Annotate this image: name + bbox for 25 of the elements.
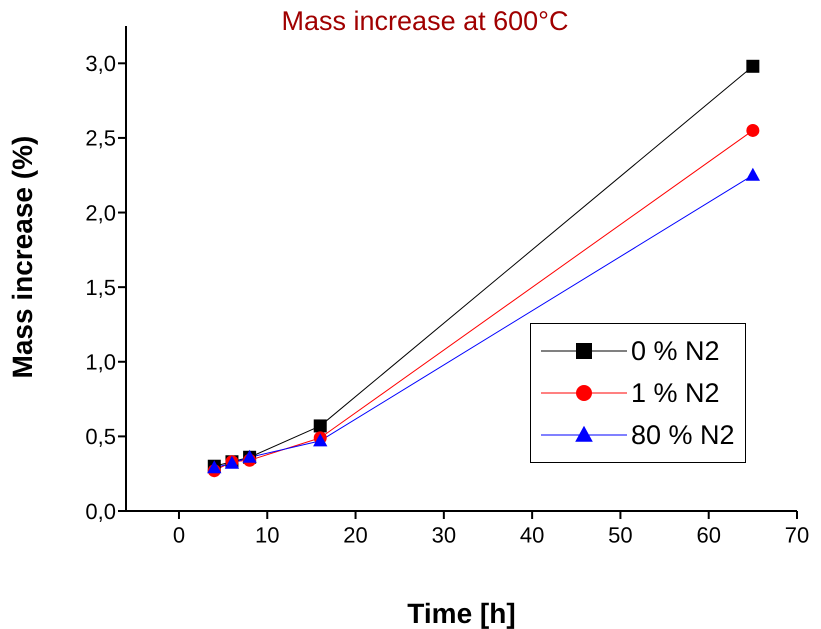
x-tick-label: 50 bbox=[608, 522, 633, 548]
y-axis-title: Mass increase (%) bbox=[6, 136, 38, 378]
x-tick-label: 60 bbox=[696, 522, 721, 548]
x-tick-label: 10 bbox=[255, 522, 280, 548]
x-tick-label: 0 bbox=[172, 522, 186, 548]
chart-title: Mass increase at 600°C bbox=[282, 6, 568, 36]
legend-label: 80 % N2 bbox=[631, 420, 735, 450]
y-tick-label: 2,0 bbox=[85, 200, 116, 226]
legend-label: 1 % N2 bbox=[631, 378, 720, 408]
x-tick-label: 70 bbox=[784, 522, 810, 548]
point bbox=[314, 419, 327, 432]
x-axis-title: Time [h] bbox=[407, 598, 516, 629]
y-tick-label: 0,5 bbox=[85, 424, 116, 450]
y-tick-label: 1,0 bbox=[85, 350, 116, 375]
point bbox=[746, 60, 760, 73]
point bbox=[746, 124, 760, 137]
y-tick-label: 1,5 bbox=[85, 274, 116, 300]
x-tick-label: 30 bbox=[432, 522, 456, 548]
x-tick-label: 40 bbox=[520, 522, 544, 548]
x-tick-label: 20 bbox=[343, 522, 368, 548]
y-tick-label: 3,0 bbox=[85, 51, 116, 76]
y-tick-label: 0,0 bbox=[85, 498, 116, 524]
y-tick-label: 2,5 bbox=[85, 126, 116, 151]
point bbox=[746, 168, 760, 181]
legend-label: 0 % N2 bbox=[631, 336, 720, 366]
